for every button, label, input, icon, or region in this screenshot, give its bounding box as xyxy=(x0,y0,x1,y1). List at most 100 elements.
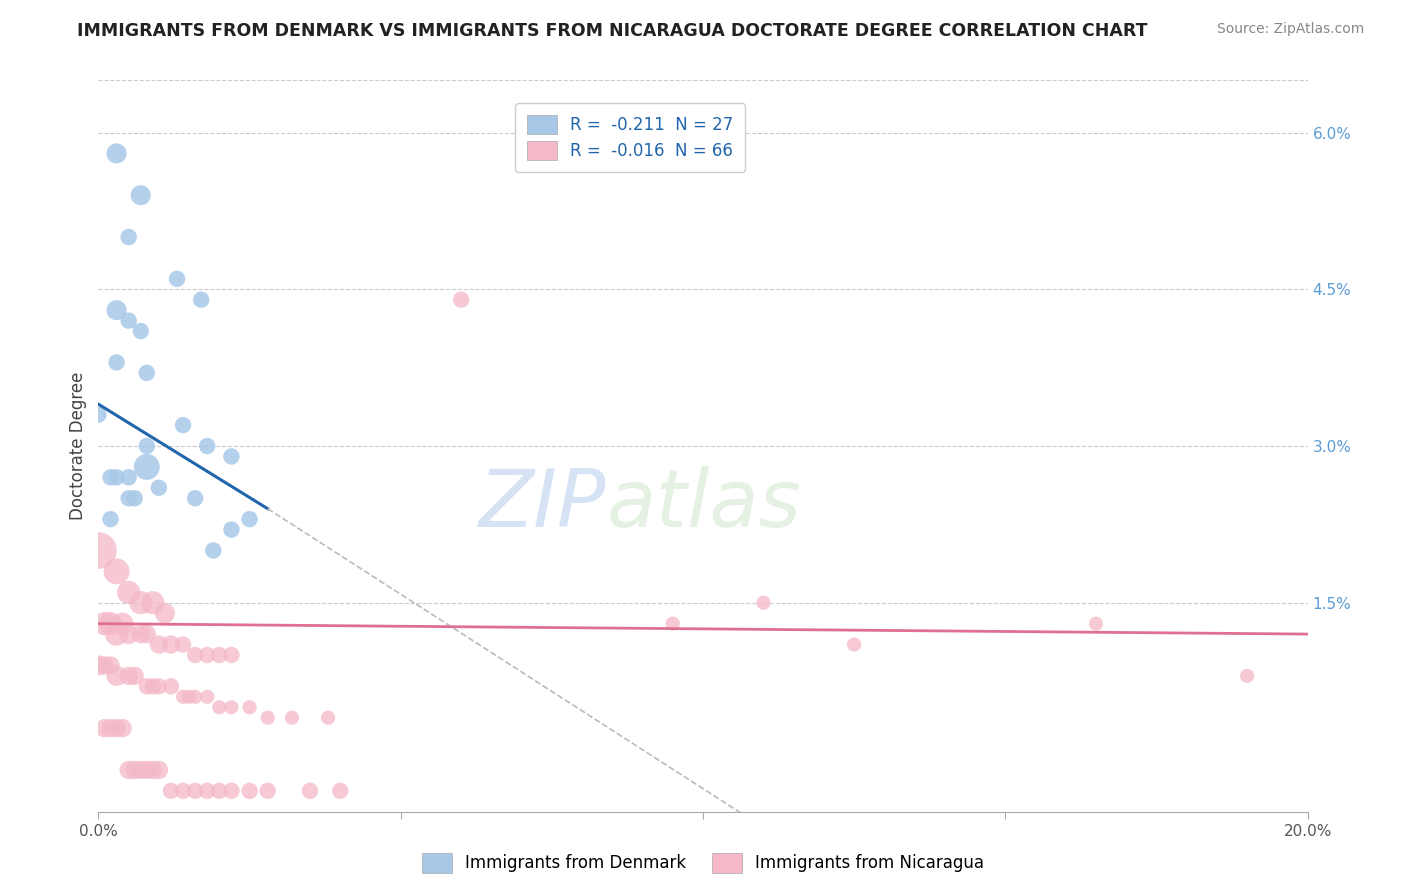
Point xyxy=(135,763,157,777)
Point xyxy=(105,470,128,484)
Point xyxy=(105,721,128,735)
Point xyxy=(142,679,165,693)
Point xyxy=(87,658,110,673)
Point xyxy=(105,303,128,318)
Point xyxy=(118,669,141,683)
Point xyxy=(221,450,243,464)
Point xyxy=(148,763,170,777)
Point xyxy=(239,784,262,798)
Point xyxy=(142,763,165,777)
Point xyxy=(160,784,183,798)
Point xyxy=(93,658,115,673)
Point xyxy=(281,711,304,725)
Point xyxy=(208,784,231,798)
Point xyxy=(129,324,152,338)
Point xyxy=(1085,616,1108,631)
Point xyxy=(221,784,243,798)
Point xyxy=(202,543,225,558)
Point xyxy=(105,146,128,161)
Point xyxy=(129,627,152,641)
Point xyxy=(118,627,141,641)
Text: atlas: atlas xyxy=(606,466,801,543)
Point xyxy=(184,784,207,798)
Point xyxy=(148,481,170,495)
Point xyxy=(111,721,134,735)
Legend: R =  -0.211  N = 27, R =  -0.016  N = 66: R = -0.211 N = 27, R = -0.016 N = 66 xyxy=(516,103,745,172)
Point xyxy=(100,470,122,484)
Point xyxy=(450,293,472,307)
Point xyxy=(190,293,212,307)
Point xyxy=(299,784,322,798)
Point xyxy=(661,616,683,631)
Point xyxy=(87,408,110,422)
Point xyxy=(129,596,152,610)
Point xyxy=(153,606,176,620)
Point xyxy=(105,565,128,579)
Point xyxy=(100,658,122,673)
Point xyxy=(100,616,122,631)
Point xyxy=(129,763,152,777)
Point xyxy=(172,690,194,704)
Point xyxy=(166,272,188,286)
Point xyxy=(124,491,146,506)
Point xyxy=(172,638,194,652)
Point xyxy=(142,596,165,610)
Point xyxy=(195,690,218,704)
Point xyxy=(135,679,157,693)
Point xyxy=(256,784,278,798)
Point xyxy=(118,230,141,244)
Point xyxy=(256,711,278,725)
Text: ZIP: ZIP xyxy=(479,466,606,543)
Point xyxy=(179,690,201,704)
Point xyxy=(135,459,157,474)
Text: Source: ZipAtlas.com: Source: ZipAtlas.com xyxy=(1216,22,1364,37)
Point xyxy=(221,648,243,662)
Point xyxy=(135,439,157,453)
Point xyxy=(316,711,339,725)
Y-axis label: Doctorate Degree: Doctorate Degree xyxy=(69,372,87,520)
Point xyxy=(87,543,110,558)
Point xyxy=(124,763,146,777)
Point xyxy=(195,648,218,662)
Point xyxy=(221,700,243,714)
Point xyxy=(105,627,128,641)
Point xyxy=(195,439,218,453)
Point xyxy=(184,648,207,662)
Point xyxy=(844,638,866,652)
Point xyxy=(752,596,775,610)
Legend: Immigrants from Denmark, Immigrants from Nicaragua: Immigrants from Denmark, Immigrants from… xyxy=(415,847,991,880)
Point xyxy=(118,585,141,599)
Point xyxy=(100,721,122,735)
Point xyxy=(135,366,157,380)
Point xyxy=(221,523,243,537)
Point xyxy=(172,784,194,798)
Point xyxy=(172,418,194,433)
Point xyxy=(111,616,134,631)
Point xyxy=(93,616,115,631)
Point xyxy=(239,700,262,714)
Point xyxy=(239,512,262,526)
Point xyxy=(148,679,170,693)
Point xyxy=(124,669,146,683)
Point xyxy=(118,763,141,777)
Point xyxy=(100,512,122,526)
Point xyxy=(148,638,170,652)
Point xyxy=(93,721,115,735)
Point xyxy=(129,188,152,202)
Point xyxy=(184,491,207,506)
Point xyxy=(118,491,141,506)
Point xyxy=(105,669,128,683)
Point xyxy=(208,700,231,714)
Point xyxy=(105,355,128,369)
Point xyxy=(160,638,183,652)
Point xyxy=(135,627,157,641)
Point xyxy=(118,313,141,327)
Point xyxy=(184,690,207,704)
Point xyxy=(329,784,352,798)
Point xyxy=(208,648,231,662)
Text: IMMIGRANTS FROM DENMARK VS IMMIGRANTS FROM NICARAGUA DOCTORATE DEGREE CORRELATIO: IMMIGRANTS FROM DENMARK VS IMMIGRANTS FR… xyxy=(77,22,1147,40)
Point xyxy=(160,679,183,693)
Point xyxy=(1236,669,1258,683)
Point xyxy=(118,470,141,484)
Point xyxy=(195,784,218,798)
